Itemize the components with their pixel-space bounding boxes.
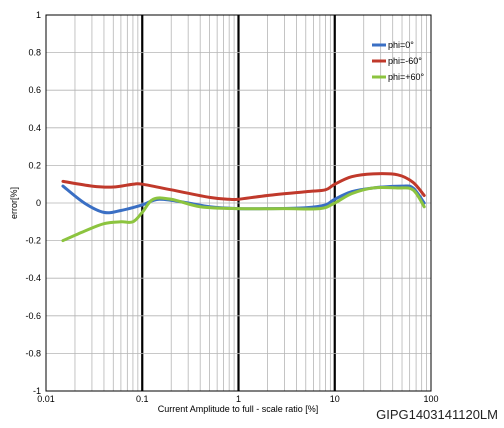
series-group (61, 172, 426, 243)
watermark-code: GIPG1403141120LM (376, 407, 498, 422)
y-tick-label: 0.4 (28, 123, 41, 133)
y-tick-label: -0.2 (25, 236, 41, 246)
y-tick-label: -0.8 (25, 348, 41, 358)
y-tick-label: 0.6 (28, 85, 41, 95)
legend-label: phi=-60° (388, 56, 422, 66)
y-tick-label: -0.4 (25, 273, 41, 283)
x-tick-label: 0.1 (136, 394, 149, 404)
tick-labels: 0.01 0.1 1 10 100 -1 -0.8 -0.6 -0.4 -0.2 0 0.2 0.4 0.… (25, 10, 438, 404)
y-tick-label: 0 (36, 198, 41, 208)
legend-label: phi=0° (388, 40, 414, 50)
y-axis-label: error[%] (9, 187, 19, 219)
x-tick-label: 1 (236, 394, 241, 404)
x-axis-label: Current Amplitude to full - scale ratio … (158, 404, 319, 414)
legend: phi=0° phi=-60° phi=+60° (372, 40, 425, 82)
x-tick-label: 0.01 (37, 394, 55, 404)
y-tick-label: -1 (33, 386, 41, 396)
legend-label: phi=+60° (388, 72, 425, 82)
series-line-1 (61, 172, 426, 202)
plot-frame (45, 14, 432, 392)
x-tick-label: 10 (330, 394, 340, 404)
y-tick-label: 1 (36, 10, 41, 20)
y-tick-label: 0.2 (28, 160, 41, 170)
y-tick-label: 0.8 (28, 48, 41, 58)
y-tick-label: -0.6 (25, 311, 41, 321)
series-line-2 (61, 185, 426, 243)
x-tick-label: 100 (423, 394, 438, 404)
